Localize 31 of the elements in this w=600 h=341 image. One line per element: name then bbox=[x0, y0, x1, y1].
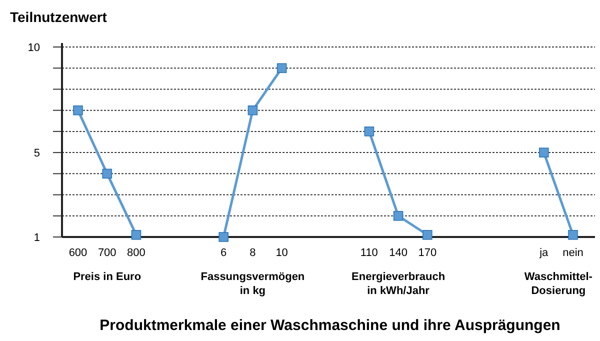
x-tick-label: 10 bbox=[276, 247, 288, 259]
point bbox=[131, 230, 142, 240]
x-tick-label: 700 bbox=[98, 247, 116, 259]
point bbox=[248, 105, 258, 116]
x-tick-label: ja bbox=[538, 247, 550, 259]
x-tick-label: 110 bbox=[360, 247, 378, 259]
x-axis-title: Produktmerkmale einer Waschmaschine und ihre Ausprägungen bbox=[100, 317, 560, 334]
point bbox=[276, 63, 287, 74]
x-tick-label: 170 bbox=[418, 247, 437, 259]
x-tick-label: 8 bbox=[250, 247, 256, 259]
point bbox=[393, 210, 404, 221]
text: Energieverbrauch in kWh/Jahr bbox=[352, 271, 446, 297]
point bbox=[218, 232, 228, 242]
point bbox=[73, 105, 83, 116]
text: Waschmittel- Dosierung bbox=[524, 271, 593, 297]
x-tick-label: 140 bbox=[389, 247, 408, 259]
point bbox=[364, 126, 374, 136]
x-tick-label: nein bbox=[562, 247, 584, 259]
text: Preis in Euro bbox=[73, 271, 142, 283]
x-tick-label: 6 bbox=[220, 247, 227, 259]
text: Fassungsvermögen in kg bbox=[200, 271, 305, 297]
point bbox=[422, 230, 432, 240]
y-axis-title: Teilnutzenwert bbox=[10, 9, 108, 25]
point bbox=[102, 168, 112, 179]
x-tick-label: 600 bbox=[68, 247, 88, 259]
y-tick-label: 10 bbox=[28, 42, 40, 54]
x-tick-label: 800 bbox=[127, 247, 146, 259]
point bbox=[568, 230, 578, 240]
y-tick-label: 5 bbox=[34, 147, 40, 160]
point bbox=[538, 148, 549, 158]
y-tick-label: 1 bbox=[34, 232, 40, 244]
